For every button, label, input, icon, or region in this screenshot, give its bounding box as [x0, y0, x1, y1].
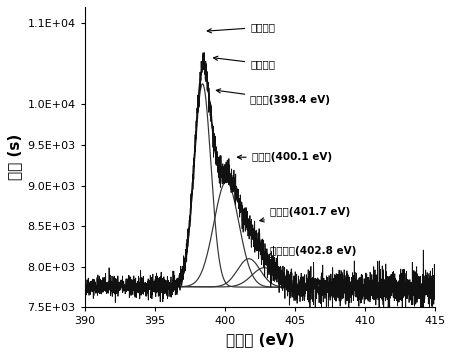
Y-axis label: 计数 (s): 计数 (s)	[7, 134, 22, 180]
Text: 吡啶氮氧(402.8 eV): 吡啶氮氧(402.8 eV)	[267, 246, 356, 258]
Text: 拟合曲线: 拟合曲线	[213, 56, 275, 69]
X-axis label: 结合能 (eV): 结合能 (eV)	[226, 332, 294, 347]
Text: 吡咯氮(400.1 eV): 吡咯氮(400.1 eV)	[237, 152, 332, 162]
Text: 原始曲线: 原始曲线	[207, 22, 275, 33]
Text: 石墨氮(401.7 eV): 石墨氮(401.7 eV)	[260, 207, 350, 222]
Text: 吡啶氮(398.4 eV): 吡啶氮(398.4 eV)	[217, 89, 330, 105]
